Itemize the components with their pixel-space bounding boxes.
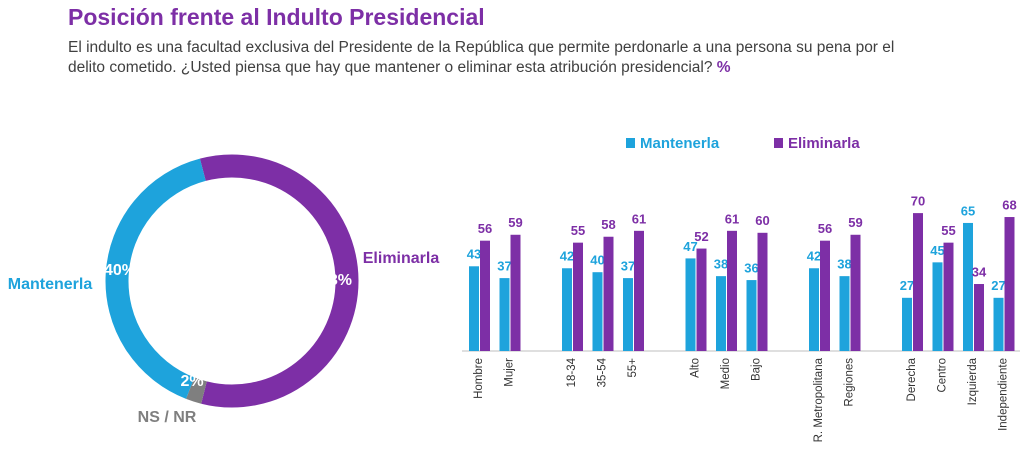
subtitle: El indulto es una facultad exclusiva del…	[68, 39, 895, 76]
legend-swatch	[774, 138, 783, 148]
bar	[1004, 217, 1015, 351]
bar	[634, 230, 644, 351]
bar	[592, 272, 603, 351]
bar-value-label: 27	[900, 278, 914, 293]
title: Posición frente al Indulto Presidencial	[68, 4, 485, 30]
x-tick-label: Izquierda	[967, 357, 979, 405]
x-tick-label: Medio	[720, 358, 732, 389]
bar-value-label: 47	[683, 239, 697, 254]
x-tick-label: 18-34	[566, 357, 578, 387]
bar-value-label: 65	[961, 203, 975, 218]
bar-value-label: 34	[972, 264, 987, 279]
slice-category-label: NS / NR	[138, 409, 197, 426]
x-tick-label: 55+	[627, 358, 639, 378]
bar-value-label: 56	[478, 221, 492, 236]
x-tick-label: Centro	[937, 358, 949, 393]
bar	[963, 222, 973, 351]
bar	[850, 234, 861, 351]
bar-value-label: 38	[714, 257, 728, 272]
bar	[480, 240, 490, 351]
slice-value-label: 58%	[320, 272, 352, 289]
bar-value-label: 56	[818, 221, 832, 236]
slice-category-label: Eliminarla	[363, 250, 440, 267]
bar	[727, 230, 737, 351]
bar	[696, 248, 707, 351]
bar-value-label: 45	[930, 243, 944, 258]
bar	[469, 266, 479, 351]
bar	[603, 236, 614, 351]
bar-value-label: 61	[632, 211, 646, 226]
x-tick-label: Alto	[690, 358, 702, 378]
bar-value-label: 37	[621, 259, 635, 274]
bar	[993, 297, 1004, 351]
bar-value-label: 40	[590, 253, 604, 268]
bar-value-label: 42	[560, 249, 574, 264]
bar-value-label: 55	[571, 223, 585, 238]
x-tick-label: Independiente	[998, 358, 1010, 431]
bar-value-label: 36	[744, 261, 758, 276]
bar	[716, 276, 726, 351]
bar	[974, 284, 984, 351]
bar-value-label: 27	[991, 278, 1005, 293]
bar-value-label: 43	[467, 247, 481, 262]
bar	[839, 276, 850, 351]
bar-value-label: 42	[807, 249, 821, 264]
bar-value-label: 61	[725, 211, 739, 226]
bar-value-label: 38	[837, 257, 851, 272]
bar	[757, 232, 768, 351]
bar-value-label: 58	[601, 217, 615, 232]
donut-slice	[186, 377, 207, 404]
bar	[623, 278, 633, 351]
bar	[685, 258, 696, 351]
bar	[499, 278, 510, 351]
slice-value-label: 2%	[180, 373, 203, 390]
slice-category-label: Mantenerla	[8, 276, 93, 293]
bar-value-label: 37	[497, 259, 511, 274]
bar	[510, 234, 521, 351]
bar	[573, 242, 583, 351]
legend-label: Mantenerla	[640, 135, 720, 152]
bar	[913, 213, 923, 351]
bar	[809, 268, 819, 351]
bar	[820, 240, 830, 351]
x-tick-label: R. Metropolitana	[813, 357, 825, 442]
x-tick-label: Mujer	[504, 358, 516, 387]
bar-value-label: 52	[694, 229, 708, 244]
bar-value-label: 70	[911, 194, 925, 209]
bar	[932, 262, 943, 351]
bar-value-label: 59	[508, 215, 522, 230]
x-tick-label: Bajo	[751, 358, 763, 381]
x-tick-label: Regiones	[844, 358, 856, 407]
x-tick-label: 35-54	[597, 357, 609, 387]
donut-slice	[199, 154, 359, 408]
bar-value-label: 68	[1002, 197, 1016, 212]
slice-value-label: 40%	[104, 262, 136, 279]
bar-value-label: 59	[848, 215, 862, 230]
bar	[902, 297, 912, 351]
bar-value-label: 60	[755, 213, 769, 228]
unit: %	[716, 59, 731, 76]
x-tick-label: Derecha	[906, 357, 918, 401]
donut-slice	[105, 158, 206, 399]
bar-value-label: 55	[941, 223, 955, 238]
subtitle-block: El indulto es una facultad exclusiva del…	[68, 38, 918, 78]
bar	[943, 242, 954, 351]
bar	[746, 280, 757, 351]
x-tick-label: Hombre	[473, 358, 485, 399]
bar	[562, 268, 572, 351]
legend-swatch	[626, 138, 635, 148]
legend-label: Eliminarla	[788, 135, 860, 152]
